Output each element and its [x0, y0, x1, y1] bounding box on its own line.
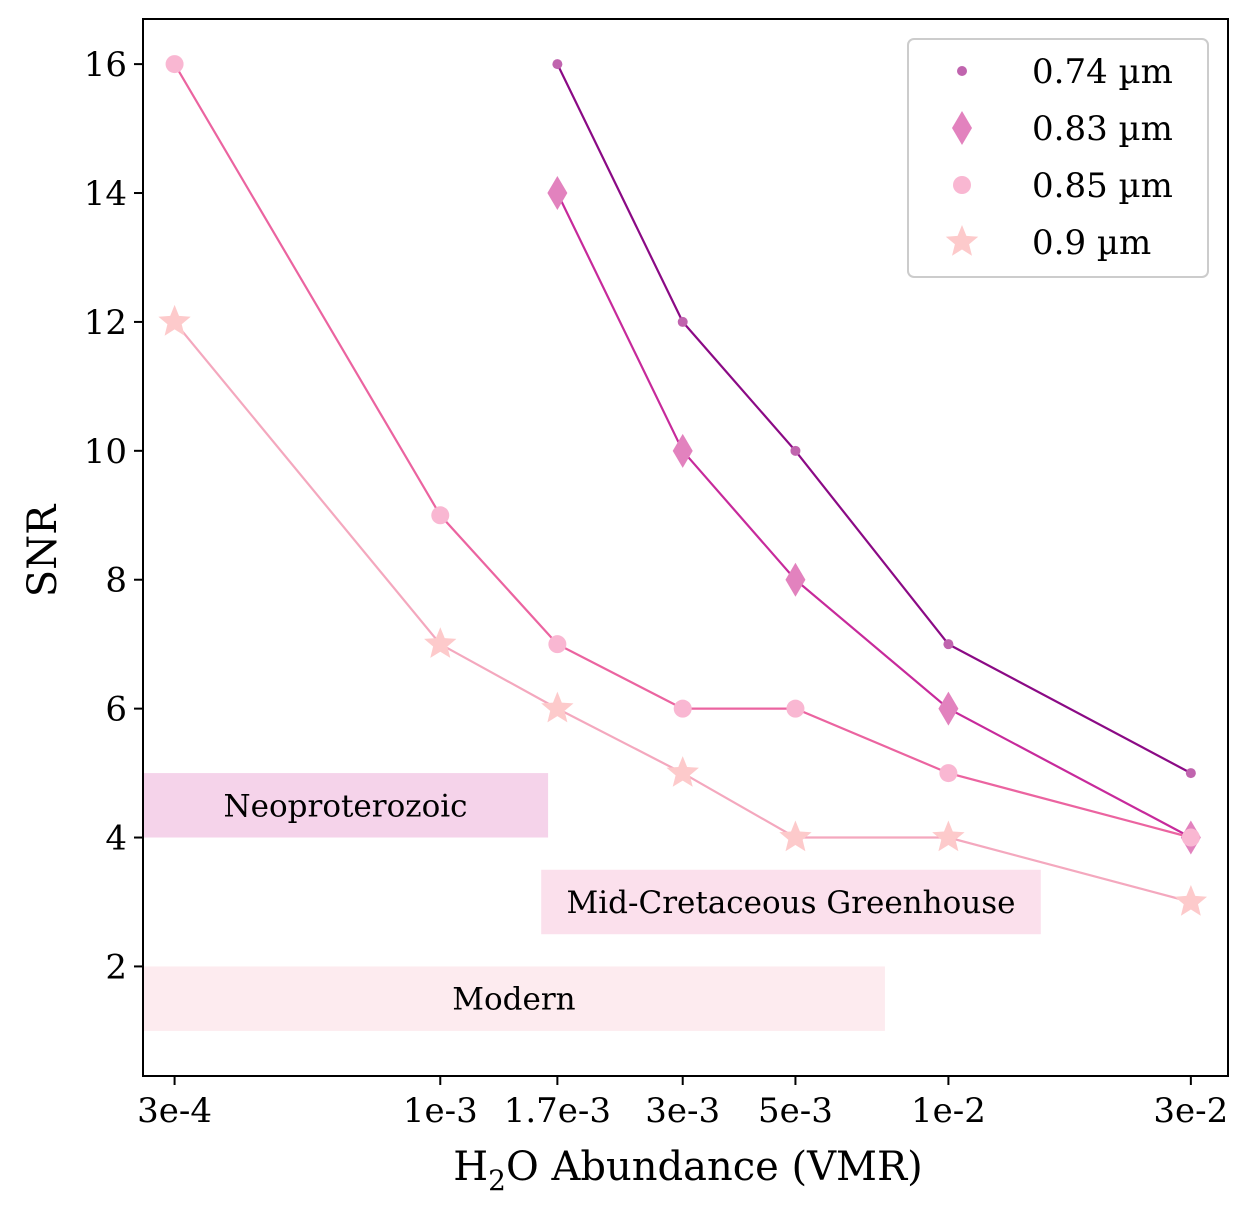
legend-marker-3 [945, 225, 979, 256]
band-label-1: Mid-Cretaceous Greenhouse [567, 885, 1016, 921]
legend-marker-1 [952, 111, 972, 145]
series-markers-layer [158, 55, 1207, 916]
x-tick-label-4: 5e-3 [758, 1091, 833, 1131]
legend-label-2: 0.85 µm [1032, 166, 1173, 206]
series-3-point-3 [666, 756, 699, 787]
x-axis-label: H2O Abundance (VMR) [453, 1144, 922, 1197]
legend-box [907, 38, 1209, 278]
band-label-0: Neoproterozoic [224, 788, 468, 824]
x-tick-label-3: 3e-3 [645, 1091, 720, 1131]
x-tick-label-1: 1e-3 [403, 1091, 478, 1131]
band-2 [143, 966, 885, 1031]
series-0-point-1 [677, 316, 688, 327]
y-axis-ticks: 2 4 6 8 10 12 14 16 [84, 45, 143, 987]
series-1-point-3 [938, 691, 959, 726]
series-0-point-4 [1185, 768, 1196, 779]
legend-label-3: 0.9 µm [1032, 223, 1151, 263]
x-tick-label-2: 1.7e-3 [504, 1091, 611, 1131]
series-3-point-5 [932, 820, 965, 852]
y-tick-label-3: 8 [105, 561, 127, 601]
y-tick-label-0: 2 [105, 947, 127, 987]
x-tick-label-6: 3e-2 [1153, 1091, 1228, 1131]
band-0 [143, 773, 549, 838]
series-3-point-0 [158, 304, 191, 336]
series-3-point-4 [779, 820, 812, 852]
series-2-point-6 [1181, 828, 1200, 847]
series-3-point-1 [424, 627, 457, 658]
series-1-point-2 [785, 562, 806, 597]
y-tick-label-7: 16 [84, 45, 127, 85]
series-3-point-6 [1174, 885, 1207, 916]
series-2-point-2 [548, 635, 567, 654]
band-1 [541, 869, 1041, 935]
legend-label-0: 0.74 µm [1032, 52, 1173, 92]
series-2-point-4 [786, 699, 805, 718]
series-0-point-2 [790, 445, 801, 456]
legend: 0.74 µm 0.83 µm 0.85 µm 0.9 µm [907, 38, 1209, 278]
x-tick-label-0: 3e-4 [137, 1091, 212, 1131]
bands-layer: Neoproterozoic Mid-Cretaceous Greenhouse M… [143, 773, 1041, 1031]
x-axis-ticks: 3e-4 1e-3 1.7e-3 3e-3 5e-3 1e-2 3e-2 [137, 1076, 1228, 1131]
series-1-point-0 [547, 176, 568, 211]
series-2-point-1 [431, 506, 450, 525]
y-tick-label-1: 4 [105, 819, 127, 859]
y-axis-label: SNR [20, 503, 66, 597]
legend-label-1: 0.83 µm [1032, 109, 1173, 149]
series-2-point-3 [673, 699, 692, 718]
series-0-point-0 [552, 59, 563, 70]
series-2-point-0 [165, 55, 184, 74]
legend-marker-0 [957, 66, 967, 76]
y-tick-label-5: 12 [84, 303, 127, 343]
x-tick-label-5: 1e-2 [911, 1091, 986, 1131]
series-3-point-2 [541, 691, 574, 723]
series-0-point-3 [943, 639, 954, 650]
y-tick-label-6: 14 [84, 174, 127, 214]
y-tick-label-4: 10 [84, 432, 127, 472]
plot-frame [142, 18, 1229, 1077]
legend-marker-2 [953, 176, 971, 194]
band-label-2: Modern [452, 982, 575, 1018]
series-2-point-5 [939, 764, 958, 783]
series-1-point-1 [672, 433, 693, 468]
legend-items: 0.74 µm 0.83 µm 0.85 µm 0.9 µm [945, 52, 1173, 263]
y-tick-label-2: 6 [105, 690, 127, 730]
